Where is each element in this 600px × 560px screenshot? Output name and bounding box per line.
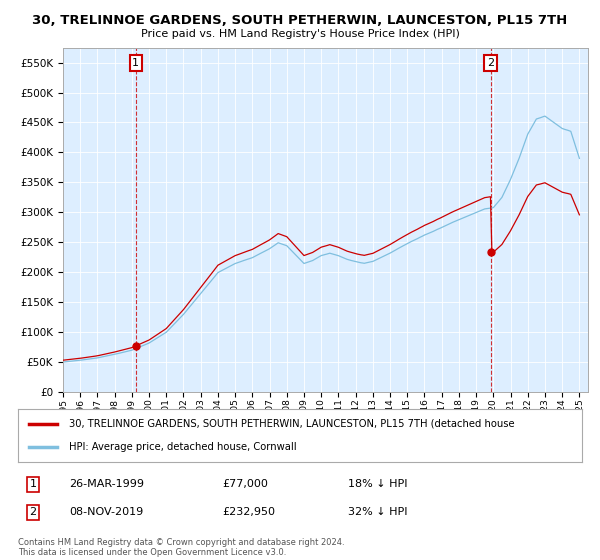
Text: 30, TRELINNOE GARDENS, SOUTH PETHERWIN, LAUNCESTON, PL15 7TH (detached house: 30, TRELINNOE GARDENS, SOUTH PETHERWIN, … xyxy=(69,419,514,429)
Text: 18% ↓ HPI: 18% ↓ HPI xyxy=(348,479,407,489)
Text: Contains HM Land Registry data © Crown copyright and database right 2024.
This d: Contains HM Land Registry data © Crown c… xyxy=(18,538,344,557)
Text: HPI: Average price, detached house, Cornwall: HPI: Average price, detached house, Corn… xyxy=(69,442,296,452)
Text: 08-NOV-2019: 08-NOV-2019 xyxy=(69,507,143,517)
Text: 2: 2 xyxy=(29,507,37,517)
Text: 1: 1 xyxy=(29,479,37,489)
Text: Price paid vs. HM Land Registry's House Price Index (HPI): Price paid vs. HM Land Registry's House … xyxy=(140,29,460,39)
Text: 1: 1 xyxy=(133,58,139,68)
Text: £77,000: £77,000 xyxy=(222,479,268,489)
Text: 32% ↓ HPI: 32% ↓ HPI xyxy=(348,507,407,517)
Text: 2: 2 xyxy=(487,58,494,68)
Text: £232,950: £232,950 xyxy=(222,507,275,517)
Text: 26-MAR-1999: 26-MAR-1999 xyxy=(69,479,144,489)
Text: 30, TRELINNOE GARDENS, SOUTH PETHERWIN, LAUNCESTON, PL15 7TH: 30, TRELINNOE GARDENS, SOUTH PETHERWIN, … xyxy=(32,14,568,27)
